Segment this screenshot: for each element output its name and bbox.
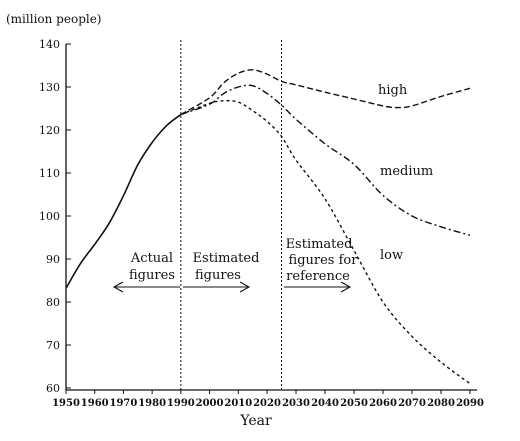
- arrow-actual-head: [112, 281, 124, 293]
- x-axis-label: Year: [239, 413, 272, 429]
- y-tick-label: 130: [39, 81, 60, 94]
- x-ticks: 1950 1960 1970 1980 1990 2000 2010 2020 2030 2040…: [52, 390, 484, 409]
- x-tick-label: 2040: [311, 398, 339, 409]
- series-line-high: [180, 69, 471, 116]
- x-tick-label: 1960: [81, 398, 109, 409]
- x-tick-label: 1950: [52, 398, 80, 409]
- y-tick-label: 140: [39, 38, 60, 51]
- series-line-medium: [180, 84, 471, 236]
- x-tick-label: 2050: [340, 398, 368, 409]
- series-label-medium: medium: [380, 164, 433, 179]
- y-tick-label: 90: [46, 253, 60, 266]
- y-tick-label: 120: [39, 124, 60, 137]
- x-tick-label: 2070: [398, 398, 426, 409]
- period-annotations: Actual figures Estimated figures Estimat…: [129, 237, 358, 284]
- x-tick-label: 2060: [369, 398, 397, 409]
- y-axis-label: (million people): [6, 12, 102, 26]
- y-tick-label: 100: [39, 210, 60, 223]
- series-label-high: high: [378, 83, 408, 98]
- series-lines: [65, 69, 471, 385]
- y-tick-label: 110: [39, 167, 60, 180]
- arrow-reference-head: [340, 281, 352, 293]
- x-tick-label: 2020: [253, 398, 281, 409]
- annotation-estimated-line2: figures: [195, 268, 241, 283]
- x-tick-label: 2010: [224, 398, 252, 409]
- annotation-actual-line1: Actual: [130, 251, 173, 266]
- x-tick-label: 2000: [196, 398, 224, 409]
- annotation-reference-line2: figures for: [289, 253, 359, 268]
- x-tick-label: 2030: [282, 398, 310, 409]
- arrow-estimated-head: [239, 281, 251, 293]
- x-tick-label: 2090: [456, 398, 484, 409]
- annotation-estimated-line1: Estimated: [193, 251, 260, 266]
- annotation-reference-line1: Estimated: [286, 237, 353, 252]
- y-tick-label: 80: [46, 296, 60, 309]
- series-line-actual-figures: [65, 113, 182, 289]
- series-line-low: [180, 99, 471, 385]
- annotation-reference-line3: reference: [286, 269, 350, 284]
- x-tick-label: 2080: [427, 398, 455, 409]
- y-tick-label: 70: [46, 339, 60, 352]
- period-arrows: [112, 281, 352, 293]
- y-tick-label: 60: [46, 382, 60, 395]
- series-label-low: low: [380, 248, 403, 263]
- y-ticks: 60 70 80 90 100 110 120 130 140: [39, 38, 71, 395]
- x-tick-label: 1990: [167, 398, 195, 409]
- x-tick-label: 1980: [138, 398, 166, 409]
- x-tick-label: 1970: [110, 398, 138, 409]
- annotation-actual-line2: figures: [129, 268, 175, 283]
